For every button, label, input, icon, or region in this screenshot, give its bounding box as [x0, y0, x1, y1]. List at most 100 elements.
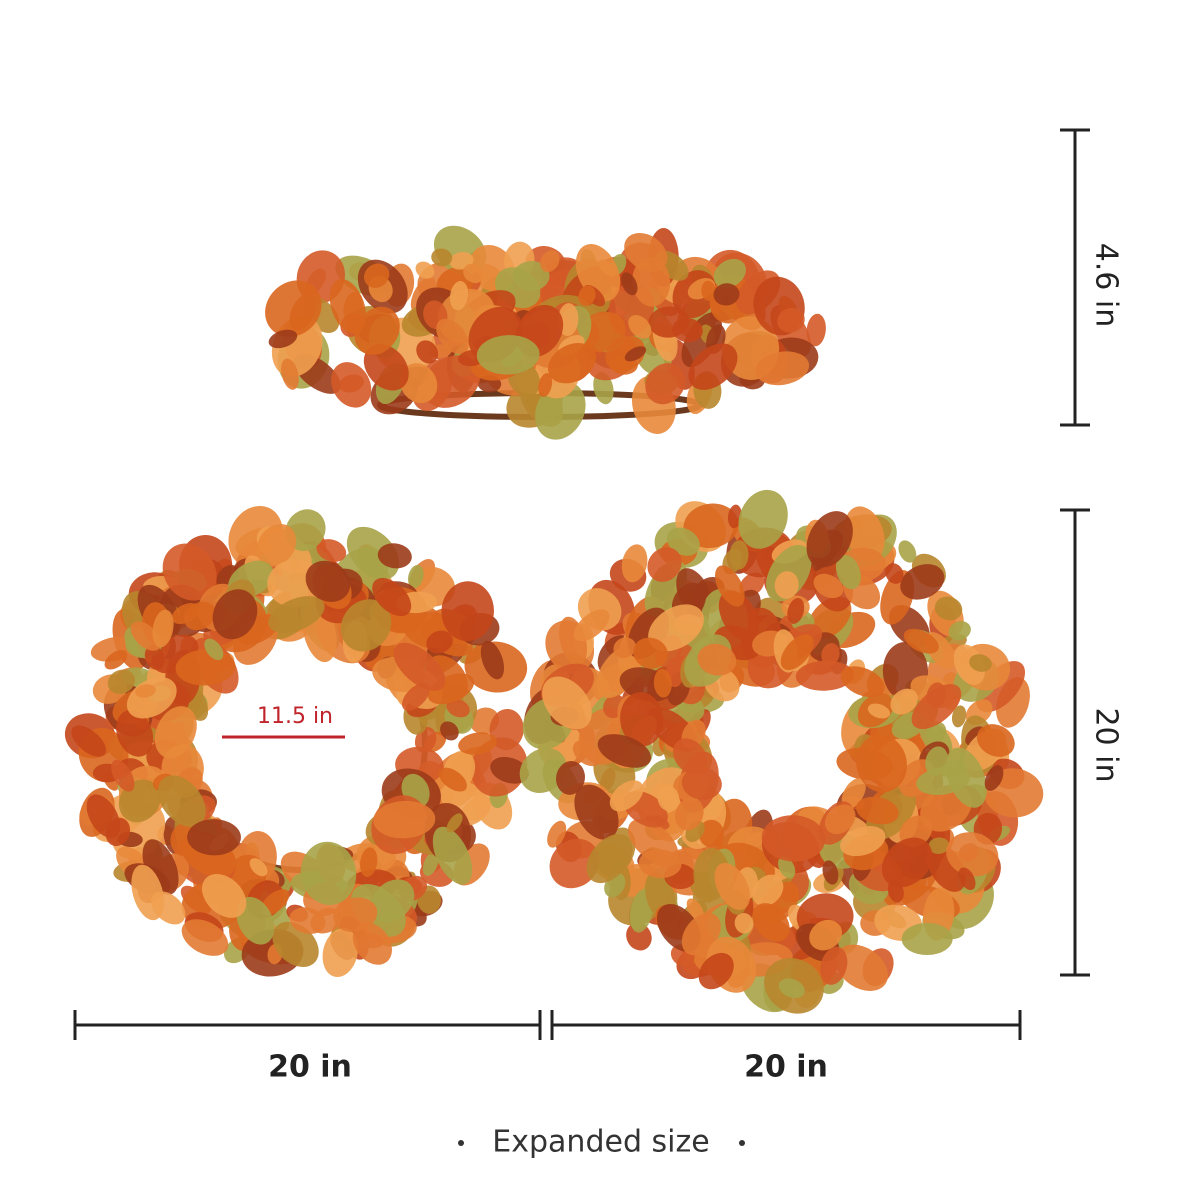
- wreath-leaf: [460, 795, 491, 826]
- caption: Expanded size: [492, 1125, 709, 1160]
- wreath-leaf: [431, 248, 453, 267]
- wreath-leaf: [422, 355, 481, 408]
- wreath-leaf: [578, 285, 596, 306]
- wreath-leaf: [885, 563, 904, 584]
- wreath-leaf: [835, 944, 888, 991]
- wreath-leaf: [928, 837, 950, 854]
- wreath-leaf: [727, 504, 742, 529]
- wreath-leaf: [969, 654, 992, 672]
- height-label: 20 in: [1089, 707, 1124, 782]
- wreath-leaf: [621, 272, 638, 296]
- wreath-leaf: [305, 560, 351, 602]
- wreath-leaf: [890, 688, 918, 715]
- inner-diameter-label: 11.5 in: [257, 704, 333, 729]
- wreath-leaf: [840, 825, 886, 857]
- wreath-leaf: [402, 682, 430, 711]
- wreath-leaf: [393, 642, 446, 691]
- wreath-leaf: [632, 256, 671, 307]
- wreath-leaf: [586, 833, 633, 884]
- wreath-leaf: [653, 668, 672, 698]
- wreath-leaf: [236, 896, 275, 945]
- wreath-leaf: [698, 952, 734, 990]
- wreath-leaf: [557, 303, 579, 337]
- wreath-leaf: [104, 649, 128, 670]
- wreath-leaf: [645, 363, 686, 405]
- wreath-leaf: [774, 571, 799, 599]
- wreath-leaf: [836, 554, 861, 590]
- wreath-leaf: [911, 684, 962, 730]
- wreath-leaf: [111, 759, 135, 792]
- wreath-leaf: [542, 676, 592, 730]
- wreath-leaf: [71, 725, 107, 757]
- wreath-leaf: [490, 756, 529, 784]
- wreath-leaf: [340, 599, 392, 652]
- caption-dot: [458, 1140, 464, 1146]
- wreath-leaf: [714, 862, 751, 910]
- wreath-leaf: [458, 732, 497, 755]
- wreath-leaf: [752, 874, 784, 907]
- wreath-leaf: [204, 638, 224, 661]
- wreath-leaf: [538, 373, 553, 397]
- wreath-leaf: [480, 640, 505, 680]
- wreath-leaf: [934, 596, 963, 621]
- wreath-leaf: [738, 489, 788, 549]
- wreath-leaf: [144, 645, 165, 670]
- wreath-leaf: [976, 661, 1026, 713]
- wreath-leaf: [697, 643, 737, 676]
- wreath-leaf: [289, 907, 326, 934]
- wreath-leaf: [761, 815, 826, 862]
- wreath-leaf: [647, 547, 682, 582]
- wreath-leaf: [116, 709, 154, 757]
- wreath-leaf: [256, 524, 297, 567]
- wreath-leaf: [806, 511, 853, 568]
- wreath-leaf: [681, 767, 722, 800]
- wreath-leaf: [598, 259, 617, 277]
- wreath-leaf: [673, 738, 708, 775]
- wreath-leaf: [778, 978, 805, 999]
- wreath-leaf: [574, 784, 619, 840]
- wreath-leaf: [373, 800, 436, 839]
- wreath-leaf: [130, 621, 161, 651]
- wreath-leaf: [822, 860, 839, 885]
- wreath-leaf: [573, 609, 610, 642]
- wreath-leaf: [331, 362, 372, 408]
- wreath-leaf: [549, 838, 600, 889]
- wreath-leaf: [729, 540, 749, 570]
- wreath-leaf: [268, 596, 325, 633]
- wreath-leaf: [432, 826, 473, 885]
- wreath-leaf: [809, 919, 843, 951]
- wreath-leaf: [626, 922, 652, 951]
- wreath-leaf: [446, 813, 463, 833]
- wreath-leaf: [377, 543, 412, 569]
- wreath-leaf: [948, 621, 971, 641]
- wreath-leaf: [867, 703, 891, 719]
- wreath-leaf: [212, 589, 258, 640]
- wreath-leaf: [281, 358, 299, 390]
- wreath-leaf: [181, 919, 229, 956]
- front-width-label: 20 in: [268, 1050, 352, 1085]
- wreath-leaf: [556, 761, 585, 795]
- wreath-leaf: [698, 819, 724, 848]
- wreath-leaf: [547, 343, 597, 384]
- back-width-label: 20 in: [744, 1050, 828, 1085]
- wreath-leaf: [739, 572, 765, 597]
- wreath-leaf: [322, 927, 359, 978]
- wreath-leaf: [777, 856, 796, 879]
- wreath-leaf: [688, 343, 738, 390]
- wreath-leaf: [415, 261, 435, 279]
- wreath-leaf: [840, 666, 885, 698]
- wreath-leaf: [540, 250, 560, 273]
- wreath-leaf: [633, 637, 668, 669]
- wreath-leaf: [440, 721, 459, 741]
- wreath-leaf: [856, 734, 907, 793]
- wreath-leaf: [820, 946, 848, 985]
- wreath-leaf: [628, 315, 652, 339]
- wreath-leaf: [316, 539, 347, 562]
- wreath-leaf: [329, 279, 367, 334]
- wreath-leaf: [352, 922, 393, 965]
- wreath-leaf: [844, 506, 885, 562]
- wreath-leaf: [107, 669, 135, 694]
- wreath-leaf: [363, 344, 409, 391]
- wreath-photos: [64, 225, 1044, 1014]
